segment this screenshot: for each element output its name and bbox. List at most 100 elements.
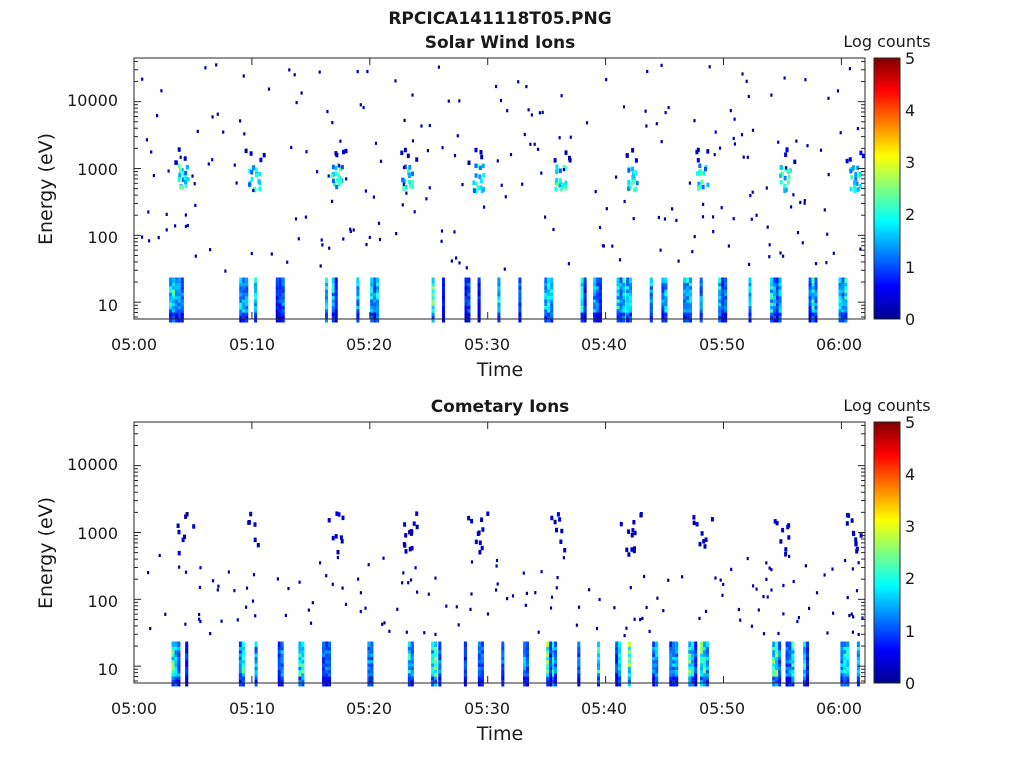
low-energy-cell bbox=[618, 671, 622, 677]
beam-cell bbox=[848, 157, 852, 162]
background-cell bbox=[437, 65, 440, 69]
low-energy-cell bbox=[785, 671, 789, 677]
beam-cell bbox=[555, 178, 559, 183]
low-energy-cell bbox=[627, 667, 631, 674]
beam-cell bbox=[341, 515, 345, 521]
x-tick-label: 05:00 bbox=[111, 335, 157, 354]
low-energy-cell bbox=[331, 287, 335, 293]
low-energy-cell bbox=[618, 667, 622, 674]
low-energy-cell bbox=[672, 681, 676, 687]
beam-cell bbox=[480, 545, 484, 551]
background-cell bbox=[441, 146, 444, 150]
beam-cell bbox=[331, 178, 335, 184]
beam-cell bbox=[249, 511, 253, 517]
low-energy-cell bbox=[703, 664, 706, 670]
low-energy-cell bbox=[442, 287, 445, 293]
background-cell bbox=[844, 558, 847, 563]
low-energy-cell bbox=[242, 280, 246, 287]
low-energy-cell bbox=[550, 303, 554, 310]
low-energy-cell bbox=[703, 674, 706, 680]
low-energy-cell bbox=[334, 294, 338, 300]
background-cell bbox=[631, 149, 634, 153]
background-cell bbox=[544, 215, 547, 219]
low-energy-cell bbox=[245, 287, 249, 293]
low-energy-cell bbox=[334, 284, 338, 290]
low-energy-cell bbox=[773, 303, 777, 310]
low-energy-cell bbox=[580, 277, 584, 283]
beam-cell bbox=[481, 163, 485, 169]
background-cell bbox=[861, 616, 864, 620]
background-cell bbox=[475, 148, 478, 152]
beam-cell bbox=[481, 527, 485, 532]
beam-cell bbox=[633, 530, 637, 536]
low-energy-cell bbox=[649, 280, 653, 287]
background-cell bbox=[804, 564, 807, 568]
low-energy-cell bbox=[622, 303, 626, 310]
low-energy-cell bbox=[669, 667, 673, 674]
low-energy-cell bbox=[245, 294, 249, 300]
low-energy-cell bbox=[773, 290, 777, 297]
beam-cell bbox=[780, 165, 784, 170]
low-energy-cell bbox=[775, 641, 779, 647]
low-energy-cell bbox=[438, 648, 442, 654]
low-energy-cell bbox=[583, 303, 587, 310]
background-cell bbox=[388, 629, 391, 633]
low-energy-cell bbox=[803, 651, 807, 657]
background-cell bbox=[198, 612, 201, 617]
low-energy-cell bbox=[844, 280, 848, 287]
low-energy-cell bbox=[772, 651, 776, 657]
low-energy-cell bbox=[463, 677, 467, 684]
low-energy-cell bbox=[367, 677, 371, 684]
beam-cell bbox=[773, 519, 777, 524]
background-cell bbox=[496, 582, 499, 586]
low-energy-cell bbox=[501, 654, 505, 661]
background-cell bbox=[541, 110, 544, 114]
low-energy-cell bbox=[770, 300, 774, 306]
background-cell bbox=[765, 561, 768, 565]
y-axis-label-solar-wind: Energy (eV) bbox=[35, 133, 57, 245]
low-energy-cell bbox=[376, 303, 380, 310]
low-energy-cell bbox=[322, 667, 326, 674]
low-energy-cell bbox=[239, 280, 243, 287]
background-cell bbox=[790, 205, 793, 209]
low-energy-cell bbox=[185, 677, 189, 684]
low-energy-cell bbox=[808, 300, 812, 306]
low-energy-cell bbox=[325, 671, 329, 677]
background-cell bbox=[456, 134, 459, 138]
low-energy-cell bbox=[298, 641, 302, 647]
low-energy-cell bbox=[838, 300, 842, 306]
low-energy-cell bbox=[254, 641, 258, 647]
low-energy-cell bbox=[526, 641, 529, 647]
low-energy-cell bbox=[169, 290, 173, 297]
low-energy-cell bbox=[175, 297, 178, 303]
low-energy-cell bbox=[334, 287, 338, 293]
low-energy-cell bbox=[843, 661, 847, 667]
beam-cell bbox=[634, 158, 638, 163]
low-energy-cell bbox=[370, 303, 374, 310]
low-energy-cell bbox=[554, 661, 557, 667]
beam-cell bbox=[698, 541, 702, 547]
low-energy-cell bbox=[627, 658, 631, 664]
low-energy-cell bbox=[431, 674, 435, 680]
beam-cell bbox=[255, 173, 259, 178]
low-energy-cell bbox=[691, 661, 695, 667]
low-energy-cell bbox=[748, 307, 752, 313]
background-cell bbox=[722, 582, 725, 586]
x-tick-label: 05:30 bbox=[464, 335, 510, 354]
low-energy-cell bbox=[325, 641, 329, 647]
background-cell bbox=[750, 217, 753, 221]
low-energy-cell bbox=[583, 287, 587, 293]
low-energy-cell bbox=[683, 300, 687, 306]
background-cell bbox=[356, 70, 359, 74]
background-cell bbox=[645, 124, 648, 128]
beam-cell bbox=[184, 183, 188, 188]
low-energy-cell bbox=[356, 317, 360, 323]
low-energy-cell bbox=[683, 313, 687, 320]
low-energy-cell bbox=[376, 277, 380, 283]
low-energy-cell bbox=[370, 681, 374, 687]
low-energy-cell bbox=[618, 654, 622, 661]
low-energy-cell bbox=[689, 290, 692, 297]
low-energy-cell bbox=[580, 297, 584, 303]
background-cell bbox=[184, 224, 187, 229]
colorbar-label-cometary: Log counts bbox=[843, 396, 930, 415]
